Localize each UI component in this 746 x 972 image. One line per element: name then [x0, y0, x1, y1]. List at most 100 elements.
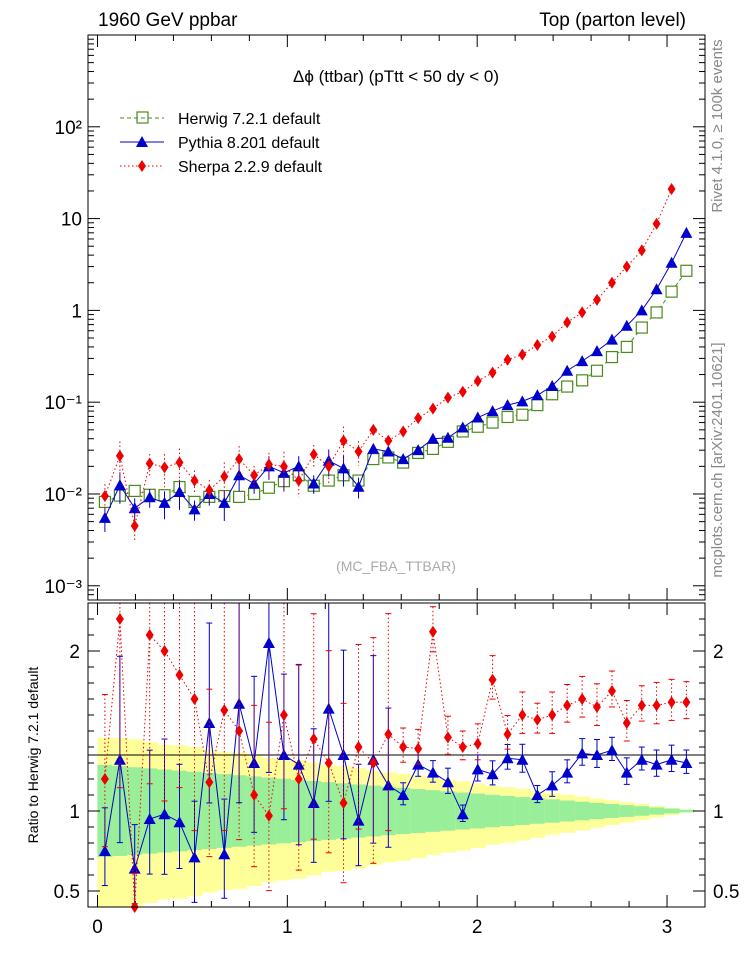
main-point-herwig	[620, 340, 633, 354]
ratio-point-sherpa	[309, 733, 318, 745]
ratio-band-inner	[440, 791, 456, 831]
ratio-band-inner	[529, 798, 546, 824]
ratio-band-inner	[559, 800, 576, 822]
ratio-point-pythia	[277, 749, 290, 760]
main-point-sherpa	[622, 260, 631, 273]
ratio-point-pythia	[680, 757, 693, 768]
main-point-pythia	[605, 333, 618, 345]
ratio-ytick-label: 1	[69, 802, 80, 823]
ratio-band-inner	[544, 799, 561, 823]
ratio-point-sherpa	[220, 704, 229, 717]
ratio-point-pythia	[516, 753, 529, 765]
main-panel-series	[98, 183, 693, 542]
ratio-point-sherpa	[622, 717, 631, 729]
plot-title: Δϕ (ttbar) (pTtt < 50 dy < 0)	[293, 67, 499, 86]
ratio-point-pythia	[158, 808, 171, 820]
ratio-point-pythia	[218, 848, 231, 860]
main-point-sherpa	[145, 457, 154, 470]
legend-entry-sherpa: Sherpa 2.2.9 default	[120, 159, 323, 176]
ratio-point-pythia	[397, 789, 410, 800]
main-panel-ticks: 10⁻³ 10⁻² 10⁻¹ 1 10 10²	[45, 35, 705, 601]
main-point-pythia	[590, 345, 603, 357]
main-point-sherpa	[205, 484, 214, 497]
main-line-herwig	[104, 270, 687, 503]
ratio-point-pythia	[501, 752, 514, 764]
main-ytick-label: 10⁻¹	[45, 393, 83, 414]
ratio-point-sherpa	[145, 629, 154, 641]
ratio-point-sherpa	[518, 709, 527, 721]
ratio-point-pythia	[546, 779, 559, 791]
ratio-point-sherpa	[250, 789, 259, 801]
ratio-point-pythia	[262, 637, 275, 648]
main-point-herwig	[561, 380, 574, 393]
ratio-band-inner	[634, 806, 650, 816]
ratio-point-pythia	[665, 753, 678, 765]
ratio-point-sherpa	[384, 728, 393, 741]
main-point-herwig	[471, 420, 484, 433]
main-point-herwig	[650, 306, 663, 319]
ratio-point-sherpa	[205, 776, 214, 789]
main-point-sherpa	[428, 402, 437, 415]
ratio-panel-frame	[87, 602, 706, 908]
main-point-herwig	[590, 364, 604, 377]
ratio-point-pythia	[426, 766, 439, 778]
ratio-point-sherpa	[414, 742, 423, 755]
main-point-pythia	[576, 355, 589, 367]
ratio-point-sherpa	[563, 699, 572, 712]
ratio-point-sherpa	[443, 731, 452, 744]
ratio-xtick-label: 3	[662, 917, 673, 938]
ratio-band-inner	[425, 790, 441, 832]
main-point-pythia	[546, 380, 559, 392]
main-point-sherpa	[130, 519, 139, 532]
main-point-pythia	[173, 486, 186, 498]
legend-marker-herwig	[136, 111, 149, 124]
main-panel-frame	[87, 34, 706, 601]
ratio-point-pythia	[173, 816, 186, 828]
watermark: (MC_FBA_TTBAR)	[336, 558, 456, 574]
main-point-sherpa	[354, 445, 363, 458]
main-point-herwig	[501, 410, 514, 424]
ratio-point-pythia	[292, 758, 305, 770]
legend: Herwig 7.2.1 default Pythia 8.201 defaul…	[120, 111, 323, 176]
main-point-pythia	[680, 226, 693, 238]
ratio-point-pythia	[486, 768, 499, 780]
main-point-pythia	[158, 496, 171, 508]
main-point-pythia	[292, 460, 305, 472]
ratio-point-pythia	[650, 758, 663, 770]
ratio-point-pythia	[456, 808, 469, 820]
ratio-band-inner	[127, 767, 143, 855]
ratio-panel: 0.5 0.5 1 1 2 2 0 1 2 3 Ratio to Herwig 7.2.1 def…	[25, 602, 739, 938]
ratio-band-inner	[485, 794, 501, 828]
ratio-point-pythia	[605, 744, 618, 756]
ratio-point-sherpa	[473, 737, 482, 750]
ratio-xtick-label: 0	[92, 917, 103, 938]
ratio-point-pythia	[576, 747, 589, 759]
ratio-point-pythia	[471, 763, 484, 775]
main-point-sherpa	[235, 453, 244, 466]
main-point-herwig	[486, 416, 499, 429]
main-point-sherpa	[548, 330, 557, 343]
main-point-herwig	[665, 285, 678, 298]
ratio-point-pythia	[98, 845, 111, 856]
ratio-point-pythia	[635, 753, 648, 765]
ratio-point-sherpa	[428, 625, 437, 638]
main-point-herwig	[635, 321, 648, 334]
main-point-pythia	[113, 479, 126, 491]
main-point-herwig	[262, 481, 276, 494]
ratio-point-sherpa	[294, 773, 303, 785]
ratio-point-sherpa	[175, 669, 184, 681]
main-point-pythia	[471, 411, 484, 423]
ratio-point-sherpa	[667, 696, 676, 709]
ratio-band-inner	[410, 789, 427, 833]
main-ytick-label: 1	[71, 301, 82, 322]
legend-marker-sherpa	[138, 160, 146, 172]
main-point-sherpa	[637, 244, 646, 257]
main-point-pythia	[650, 283, 663, 295]
ratio-point-sherpa	[503, 728, 512, 741]
main-point-sherpa	[175, 456, 184, 469]
main-point-sherpa	[384, 434, 393, 447]
main-point-pythia	[307, 477, 320, 489]
legend-label-sherpa: Sherpa 2.2.9 default	[178, 159, 323, 176]
main-point-pythia	[665, 256, 678, 268]
ratio-point-sherpa	[279, 709, 288, 721]
